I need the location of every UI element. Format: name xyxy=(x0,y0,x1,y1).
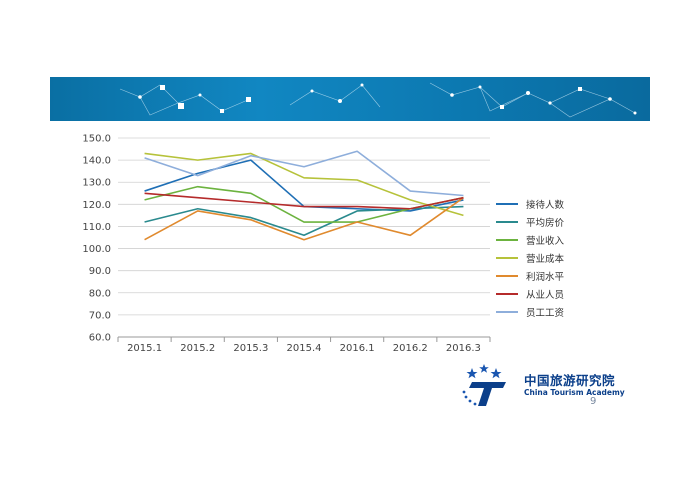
series-line xyxy=(144,152,464,217)
x-tick-label: 2015.2 xyxy=(180,343,215,354)
page-number: 9 xyxy=(590,396,597,407)
y-tick-label: 140.0 xyxy=(82,156,111,167)
y-tick-label: 80.0 xyxy=(89,288,111,299)
y-tick-label: 100.0 xyxy=(82,244,111,255)
china-tourism-academy-logo: 中国旅游研究院 China Tourism Academy xyxy=(458,360,648,410)
y-tick-label: 60.0 xyxy=(89,333,111,344)
y-tick-label: 130.0 xyxy=(82,178,111,189)
y-tick-label: 120.0 xyxy=(82,200,111,211)
legend-label: 营业收入 xyxy=(526,236,565,247)
series-line xyxy=(144,197,464,241)
legend-swatch xyxy=(496,293,518,295)
legend-item: 接待人数 xyxy=(496,195,616,213)
legend-swatch xyxy=(496,275,518,277)
legend-label: 平均房价 xyxy=(526,218,565,229)
legend-item: 利润水平 xyxy=(496,267,616,285)
y-tick-label: 110.0 xyxy=(82,222,111,233)
legend-swatch xyxy=(496,257,518,259)
series-line xyxy=(144,159,464,212)
legend-swatch xyxy=(496,239,518,241)
x-tick-label: 2016.1 xyxy=(340,343,375,354)
x-tick-label: 2016.3 xyxy=(446,343,481,354)
logo-name-cn: 中国旅游研究院 xyxy=(524,373,616,388)
legend-swatch xyxy=(496,203,518,205)
x-tick-label: 2015.3 xyxy=(233,343,268,354)
slide-frame xyxy=(50,77,650,431)
legend-item: 平均房价 xyxy=(496,213,616,231)
series-line xyxy=(144,150,464,197)
y-tick-label: 150.0 xyxy=(82,134,111,145)
chart-legend: 接待人数平均房价营业收入营业成本利润水平从业人员员工工资 xyxy=(496,195,616,321)
academy-star-t-logo-icon xyxy=(462,364,506,406)
x-tick-label: 2015.4 xyxy=(287,343,322,354)
legend-label: 利润水平 xyxy=(526,272,565,283)
y-tick-label: 90.0 xyxy=(89,266,111,277)
y-tick-label: 70.0 xyxy=(89,310,111,321)
legend-item: 营业成本 xyxy=(496,249,616,267)
header-banner xyxy=(50,77,650,121)
network-pattern-decoration xyxy=(119,82,637,118)
legend-item: 营业收入 xyxy=(496,231,616,249)
legend-item: 从业人员 xyxy=(496,285,616,303)
legend-label: 从业人员 xyxy=(526,290,565,301)
legend-label: 接待人数 xyxy=(526,200,565,211)
x-tick-label: 2015.1 xyxy=(127,343,162,354)
legend-swatch xyxy=(496,221,518,223)
series-line xyxy=(144,192,464,210)
legend-label: 营业成本 xyxy=(526,254,565,265)
legend-label: 员工工资 xyxy=(526,308,565,319)
x-tick-label: 2016.2 xyxy=(393,343,428,354)
legend-swatch xyxy=(496,311,518,313)
legend-item: 员工工资 xyxy=(496,303,616,321)
logo-name-en: China Tourism Academy xyxy=(524,388,625,397)
